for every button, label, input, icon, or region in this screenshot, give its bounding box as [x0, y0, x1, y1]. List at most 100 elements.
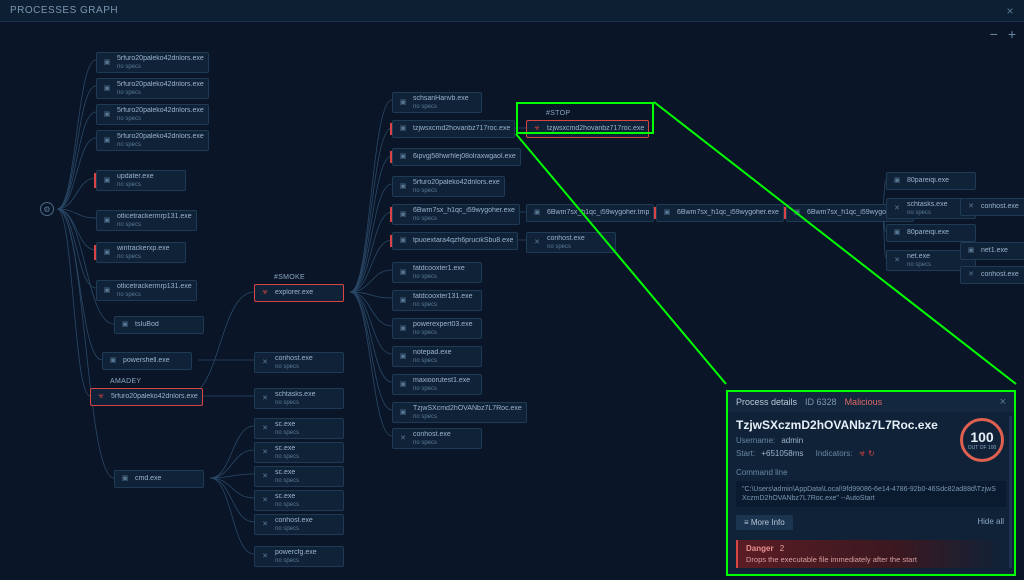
zoom-in-button[interactable]: + [1008, 26, 1016, 42]
tool-icon: ✕ [259, 393, 271, 405]
process-node[interactable]: ✕powercfg.exeno specs [254, 546, 344, 567]
process-icon: ▣ [397, 351, 409, 363]
process-node[interactable]: ▣ 5rfuro20paleko42dnlors.exeno specs [96, 78, 209, 99]
tool-icon: ✕ [259, 471, 271, 483]
biohazard-icon: ☣ [259, 287, 271, 299]
threat-score-value: 100 [970, 429, 993, 445]
tool-icon: ✕ [397, 433, 409, 445]
process-node[interactable]: ▣cmd.exe [114, 470, 204, 488]
process-icon: ▣ [101, 247, 113, 259]
panel-close-icon[interactable]: × [1000, 396, 1006, 408]
process-node[interactable]: ▣otlicetrackermrp131.exeno specs [96, 280, 197, 301]
node-label: conhost.exeno specs [413, 431, 477, 446]
command-line-value: "C:\Users\admin\AppData\Local\9fd99086-6… [736, 481, 1006, 507]
tool-icon: ✕ [891, 255, 903, 267]
process-node[interactable]: ✕conhost.exeno specs [254, 514, 344, 535]
biohazard-icon: ☣ [531, 123, 543, 135]
process-icon: ▣ [101, 285, 113, 297]
process-icon: ▣ [397, 181, 409, 193]
process-node[interactable]: ▣ 5rfuro20paleko42dnlors.exeno specs [96, 104, 209, 125]
panel-header-label: Process details [736, 397, 797, 407]
process-icon: ▣ [397, 267, 409, 279]
process-node[interactable]: ▣ 5rfuro20paleko42dnlors.exeno specs [96, 130, 209, 151]
process-icon: ▣ [791, 207, 803, 219]
graph-canvas[interactable]: − + ⚙ ▣ 5rfuro20paleko42dnlors.exeno spec… [0, 22, 1024, 580]
process-icon: ▣ [397, 151, 409, 163]
node-label: 80pareiqi.exe [907, 177, 971, 185]
process-node[interactable]: ▣6Bwm7sx_h1qc_i59wygoher.tmp [526, 204, 654, 222]
threat-score-ring: 100 OUT OF 100 [960, 418, 1004, 462]
process-node[interactable]: ▣fatdcooxter131.exeno specs [392, 290, 482, 311]
threat-label: #STOP [546, 110, 570, 117]
process-icon: ▣ [101, 83, 113, 95]
root-node-icon[interactable]: ⚙ [40, 202, 54, 216]
zoom-out-button[interactable]: − [990, 26, 998, 42]
process-node[interactable]: ▣6ipvgj58hwrhlej08olraxwgaol.exe [392, 148, 521, 166]
node-label: wintrackerxp.exeno specs [117, 245, 181, 260]
process-node[interactable]: ▣net1.exe [960, 242, 1024, 260]
process-node[interactable]: ▣tzjwsxcmd2hovanbz717roc.exe [392, 120, 515, 138]
process-node[interactable]: ✕conhost.exeno specs [526, 232, 616, 253]
node-label: 5rfuro20paleko42dnlors.exeno specs [117, 133, 204, 148]
process-node[interactable]: ▣tpuoextara4qzh6prucikSbu8.exe [392, 232, 518, 250]
process-node[interactable]: ▣schsanHanvb.exeno specs [392, 92, 482, 113]
process-node[interactable]: ✕conhost.exe [960, 198, 1024, 216]
process-node[interactable]: ✕sc.exeno specs [254, 418, 344, 439]
node-label: conhost.exeno specs [275, 355, 339, 370]
process-node[interactable]: ▣5rfuro20paleko42dnlors.exeno specs [96, 52, 209, 73]
process-node[interactable]: ▣powershell.exe [102, 352, 192, 370]
process-node[interactable]: ✕sc.exeno specs [254, 490, 344, 511]
threat-label: AMADEY [110, 378, 141, 385]
process-node[interactable]: ☣tzjwsxcmd2hovanbz717roc.exe [526, 120, 649, 138]
tool-icon: ✕ [259, 447, 271, 459]
node-label: 5rfuro20paleko42dnlors.exeno specs [413, 179, 500, 194]
process-icon: ▣ [397, 123, 409, 135]
process-id: ID 6328 [805, 397, 837, 407]
process-node[interactable]: ▣tsIuBod [114, 316, 204, 334]
node-label: 5rfuro20paleko42dnlors.exeno specs [117, 107, 204, 122]
process-node[interactable]: ✕sc.exeno specs [254, 442, 344, 463]
process-node[interactable]: ▣ 5rfuro20paleko42dnlors.exeno specs [392, 176, 505, 197]
process-node[interactable]: ▣powerexpert03.exeno specs [392, 318, 482, 339]
process-icon: ▣ [397, 295, 409, 307]
tool-icon: ✕ [259, 519, 271, 531]
process-node[interactable]: ✕ schtasks.exeno specs [254, 388, 344, 409]
process-node[interactable]: ▣updater.exeno specs [96, 170, 186, 191]
process-node[interactable]: ✕sc.exeno specs [254, 466, 344, 487]
process-node[interactable]: ▣6Bwm7sx_h1qc_i59wygoher.exeno specs [392, 204, 520, 225]
process-icon: ▣ [119, 319, 131, 331]
danger-block: Danger 2 Drops the executable file immed… [736, 540, 1006, 568]
node-label: fatdcooxter1.exeno specs [413, 265, 477, 280]
process-node[interactable]: ▣otlicetrackermrp131.exeno specs [96, 210, 197, 231]
tool-icon: ✕ [531, 237, 543, 249]
process-icon: ▣ [891, 227, 903, 239]
process-node[interactable]: ▣80pareiqi.exe [886, 172, 976, 190]
more-info-button[interactable]: ≡ More Info [736, 515, 793, 530]
hide-all-link[interactable]: Hide all [977, 517, 1004, 526]
process-node[interactable]: ▣ notepad.exeno specs [392, 346, 482, 367]
process-icon: ▣ [531, 207, 543, 219]
process-node[interactable]: ▣maxioorutest1.exeno specs [392, 374, 482, 395]
node-label: 5rfuro20paleko42dnlors.exeno specs [117, 81, 204, 96]
indicators-icons: ☣ ↻ [859, 449, 875, 458]
process-details-panel: Process details ID 6328 Malicious × Tzjw… [726, 390, 1016, 576]
process-node[interactable]: ✕ conhost.exeno specs [392, 428, 482, 449]
process-node[interactable]: ✕conhost.exeno specs [254, 352, 344, 373]
process-node[interactable]: ☣5rfuro20paleko42dnlors.exe [90, 388, 203, 406]
process-icon: ▣ [101, 109, 113, 121]
close-icon[interactable]: × [1006, 4, 1014, 18]
process-node[interactable]: ☣explorer.exe [254, 284, 344, 302]
process-node[interactable]: ▣6Bwm7sx_h1qc_i59wygoher.exe [656, 204, 784, 222]
process-node[interactable]: ▣ wintrackerxp.exeno specs [96, 242, 186, 263]
node-label: notepad.exeno specs [413, 349, 477, 364]
tool-icon: ✕ [965, 269, 977, 281]
process-node[interactable]: ▣TzjwSXcmd2hOVANbz7L7Roc.exeno specs [392, 402, 527, 423]
process-node[interactable]: ✕ conhost.exe [960, 266, 1024, 284]
node-label: conhost.exe [981, 271, 1024, 279]
process-icon: ▣ [965, 245, 977, 257]
node-label: schtasks.exeno specs [275, 391, 339, 406]
process-node[interactable]: ▣ fatdcooxter1.exeno specs [392, 262, 482, 283]
tool-icon: ✕ [259, 495, 271, 507]
process-node[interactable]: ▣80pareiqi.exe [886, 224, 976, 242]
process-icon: ▣ [101, 135, 113, 147]
